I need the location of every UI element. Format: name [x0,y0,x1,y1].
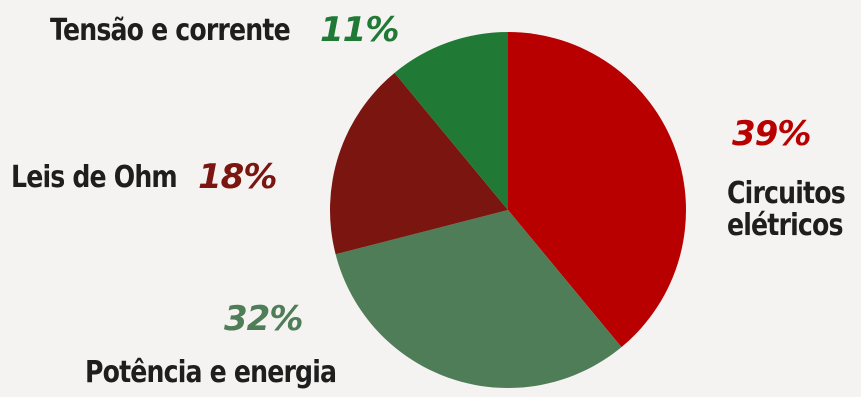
slice-label-circuitos-eletricos: Circuitos elétricos [727,176,846,244]
slice-percent-tensao-e-corrente: 11% [320,10,399,50]
pie-slice-circuitos-eletricos [508,32,686,348]
pie-slice-potencia-e-energia [335,210,622,388]
slice-percent-leis-de-ohm: 18% [198,157,277,197]
slice-label-tensao-e-corrente: Tensão e corrente [50,13,291,48]
slice-percent-potencia-e-energia: 32% [224,299,303,339]
pie-slice-tensao-e-corrente [394,32,508,210]
slice-label-circuitos-eletricos-line-2: elétricos [727,208,843,244]
slice-percent-circuitos-eletricos: 39% [732,114,811,154]
slice-label-leis-de-ohm: Leis de Ohm [11,160,178,195]
slice-label-circuitos-eletricos-line-1: Circuitos [727,176,846,211]
slice-label-potencia-e-energia: Potência e energia [85,355,337,390]
pie-slice-leis-de-ohm [329,72,508,255]
